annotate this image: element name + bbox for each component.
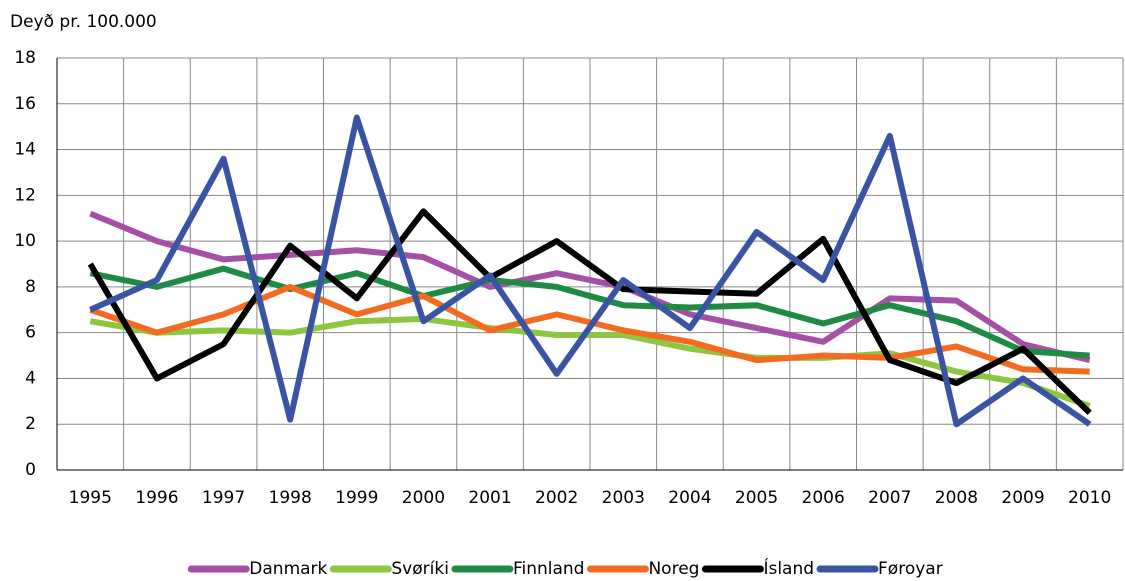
y-tick-label: 12 xyxy=(14,185,36,205)
x-tick-label: 2007 xyxy=(868,488,911,508)
x-tick-label: 2002 xyxy=(535,488,578,508)
x-tick-label: 2008 xyxy=(935,488,978,508)
y-axis-label: Deyð pr. 100.000 xyxy=(10,12,157,32)
x-tick-label: 1998 xyxy=(269,488,312,508)
series-line xyxy=(89,210,1091,364)
x-tick-label: 2010 xyxy=(1068,488,1111,508)
legend-label: Noreg xyxy=(648,559,699,579)
y-tick-label: 2 xyxy=(25,414,36,434)
y-tick-label: 10 xyxy=(14,231,36,251)
legend-label: Finnland xyxy=(513,559,585,579)
x-tick-label: 2004 xyxy=(668,488,711,508)
y-tick-label: 6 xyxy=(25,323,36,343)
y-tick-label: 18 xyxy=(14,48,36,68)
x-tick-label: 1999 xyxy=(335,488,378,508)
y-tick-label: 16 xyxy=(14,94,36,114)
x-tick-label: 2009 xyxy=(1001,488,1044,508)
x-tick-label: 2006 xyxy=(802,488,845,508)
legend-label: Svøríki xyxy=(391,559,449,579)
x-tick-label: 2005 xyxy=(735,488,778,508)
x-tick-label: 2000 xyxy=(402,488,445,508)
y-tick-label: 0 xyxy=(25,460,36,480)
y-tick-label: 8 xyxy=(25,277,36,297)
x-tick-label: 1995 xyxy=(69,488,112,508)
x-tick-label: 1997 xyxy=(202,488,245,508)
y-tick-label: 14 xyxy=(14,140,36,160)
legend: Danmark Svøríki Finnland Noreg Ísland Føroyar xyxy=(187,557,943,579)
legend-label: Ísland xyxy=(763,557,814,579)
series-line xyxy=(89,315,1091,409)
legend-label: Føroyar xyxy=(878,559,943,579)
x-tick-label: 2003 xyxy=(602,488,645,508)
x-tick-label: 1996 xyxy=(135,488,178,508)
legend-label: Danmark xyxy=(249,559,327,579)
y-tick-label: 4 xyxy=(25,368,36,388)
x-tick-label: 2001 xyxy=(468,488,511,508)
series-line xyxy=(89,114,1092,428)
